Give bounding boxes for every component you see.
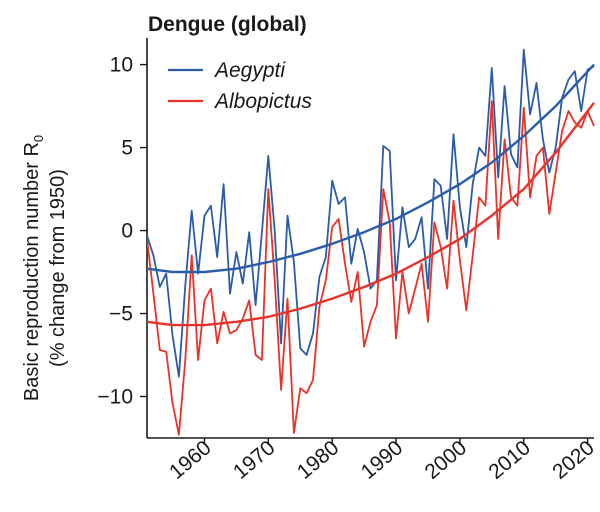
y-axis-label-subscript: 0 bbox=[31, 135, 46, 142]
trend-line-albopictus bbox=[147, 102, 595, 327]
svg-text:Basic reproduction number R0: Basic reproduction number R0 bbox=[21, 135, 46, 401]
y-tick-label: 0 bbox=[121, 220, 133, 243]
y-tick-label: 5 bbox=[121, 137, 133, 160]
series-line-aegypti bbox=[147, 48, 595, 378]
y-tick-label: 10 bbox=[110, 54, 133, 77]
x-tick-label: 2010 bbox=[484, 436, 535, 484]
y-axis-label-line2: (% change from 1950) bbox=[47, 169, 69, 367]
y-axis-label: Basic reproduction number R0 (% change f… bbox=[21, 135, 69, 401]
x-tick-label: 1970 bbox=[229, 436, 280, 484]
x-tick-label: 1990 bbox=[357, 436, 408, 484]
x-tick-label: 1960 bbox=[165, 436, 216, 484]
trend-line-aegypti bbox=[147, 63, 595, 274]
x-tick-label: 2020 bbox=[548, 436, 599, 484]
legend-label-aegypti: Aegypti bbox=[213, 59, 286, 82]
x-tick-label: 2000 bbox=[421, 436, 472, 484]
y-tick-label: −10 bbox=[97, 386, 133, 409]
legend-label-albopictus: Albopictus bbox=[213, 90, 312, 113]
x-tick-label: 1980 bbox=[293, 436, 344, 484]
y-tick-label: −5 bbox=[109, 303, 133, 326]
chart-title: Dengue (global) bbox=[148, 13, 307, 36]
series-group bbox=[147, 48, 595, 436]
legend: Aegypti Albopictus bbox=[168, 59, 312, 113]
y-axis-label-main: Basic reproduction number R bbox=[21, 142, 43, 401]
series-line-albopictus bbox=[147, 100, 595, 436]
